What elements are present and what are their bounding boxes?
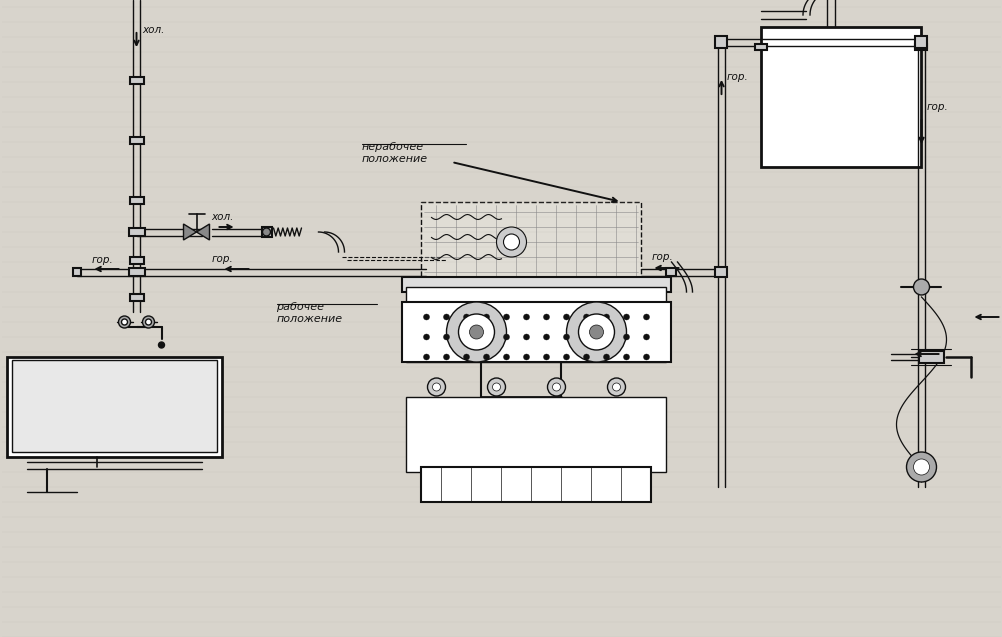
- Bar: [129, 196, 143, 203]
- Text: нерабочее
положение: нерабочее положение: [361, 142, 427, 164]
- Bar: [918, 351, 943, 363]
- Circle shape: [423, 354, 429, 360]
- Circle shape: [623, 334, 629, 340]
- Circle shape: [563, 354, 569, 360]
- Bar: [262, 227, 272, 237]
- Circle shape: [547, 378, 565, 396]
- Text: гор.: гор.: [91, 255, 113, 265]
- Circle shape: [145, 319, 151, 325]
- Circle shape: [563, 334, 569, 340]
- Text: хол.: хол.: [211, 212, 233, 222]
- Circle shape: [158, 342, 164, 348]
- Circle shape: [603, 354, 609, 360]
- Circle shape: [496, 227, 526, 257]
- Circle shape: [503, 354, 509, 360]
- Bar: [129, 76, 143, 83]
- Circle shape: [603, 334, 609, 340]
- Bar: [666, 268, 675, 276]
- Bar: [72, 268, 80, 276]
- Circle shape: [443, 334, 449, 340]
- Circle shape: [503, 234, 519, 250]
- Circle shape: [432, 383, 440, 391]
- Bar: [714, 36, 726, 48]
- Circle shape: [263, 228, 271, 236]
- Circle shape: [483, 314, 489, 320]
- Circle shape: [603, 314, 609, 320]
- Circle shape: [487, 378, 505, 396]
- Circle shape: [589, 325, 603, 339]
- Bar: [421, 467, 651, 502]
- Text: гор.: гор.: [725, 72, 747, 82]
- Circle shape: [523, 314, 529, 320]
- Circle shape: [543, 314, 549, 320]
- Circle shape: [463, 314, 469, 320]
- Circle shape: [443, 354, 449, 360]
- Bar: [714, 267, 726, 277]
- Circle shape: [623, 314, 629, 320]
- Circle shape: [118, 316, 130, 328]
- Bar: [421, 202, 641, 282]
- Bar: [128, 268, 144, 276]
- Circle shape: [643, 334, 649, 340]
- Text: гор.: гор.: [926, 102, 947, 112]
- Circle shape: [458, 314, 494, 350]
- Circle shape: [552, 383, 560, 391]
- Circle shape: [906, 452, 936, 482]
- Bar: [6, 357, 221, 457]
- Circle shape: [583, 314, 589, 320]
- Polygon shape: [183, 224, 196, 240]
- Circle shape: [483, 334, 489, 340]
- Circle shape: [503, 314, 509, 320]
- Circle shape: [523, 334, 529, 340]
- Bar: [406, 287, 666, 362]
- Circle shape: [423, 334, 429, 340]
- Circle shape: [543, 334, 549, 340]
- Circle shape: [643, 314, 649, 320]
- Circle shape: [523, 354, 529, 360]
- Circle shape: [607, 378, 625, 396]
- Circle shape: [612, 383, 620, 391]
- Bar: [11, 360, 216, 452]
- Circle shape: [142, 316, 154, 328]
- Circle shape: [483, 354, 489, 360]
- Bar: [401, 277, 670, 292]
- Polygon shape: [196, 224, 209, 240]
- Circle shape: [543, 354, 549, 360]
- Circle shape: [913, 279, 929, 295]
- Bar: [129, 136, 143, 143]
- Text: гор.: гор.: [211, 254, 233, 264]
- Circle shape: [443, 314, 449, 320]
- Bar: [128, 228, 144, 236]
- Circle shape: [423, 314, 429, 320]
- Circle shape: [913, 459, 929, 475]
- Circle shape: [578, 314, 614, 350]
- Circle shape: [446, 302, 506, 362]
- Circle shape: [503, 334, 509, 340]
- Circle shape: [563, 314, 569, 320]
- Bar: [129, 257, 143, 264]
- Bar: [406, 397, 666, 472]
- Circle shape: [623, 354, 629, 360]
- Circle shape: [566, 302, 626, 362]
- Circle shape: [463, 334, 469, 340]
- Bar: [129, 294, 143, 301]
- Circle shape: [583, 334, 589, 340]
- Circle shape: [643, 354, 649, 360]
- Circle shape: [427, 378, 445, 396]
- Circle shape: [583, 354, 589, 360]
- Text: хол.: хол.: [142, 25, 164, 35]
- Circle shape: [469, 325, 483, 339]
- Bar: [761, 27, 921, 167]
- Text: гор.: гор.: [651, 252, 672, 262]
- Bar: [755, 44, 767, 50]
- Circle shape: [121, 319, 127, 325]
- Circle shape: [492, 383, 500, 391]
- Bar: [915, 44, 927, 50]
- Bar: [915, 36, 927, 48]
- Circle shape: [463, 354, 469, 360]
- Text: рабочее
положение: рабочее положение: [277, 302, 343, 324]
- Bar: [401, 302, 670, 362]
